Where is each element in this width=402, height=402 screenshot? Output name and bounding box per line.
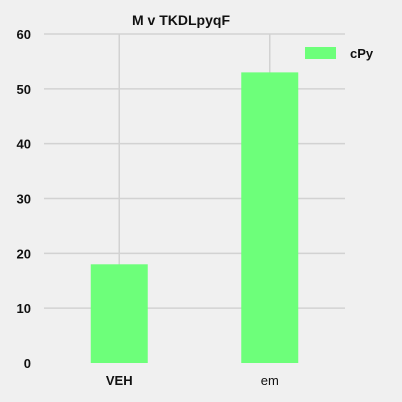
bar-VEH	[90, 264, 148, 363]
x-axis-ticks: VEH em	[106, 373, 279, 388]
y-tick-label: 20	[17, 246, 31, 261]
x-tick-label: VEH	[106, 373, 133, 388]
legend: cPy	[305, 46, 374, 61]
legend-swatch-cpy	[305, 47, 336, 59]
gridlines	[44, 33, 345, 363]
x-tick-label: em	[261, 373, 279, 388]
bars	[90, 72, 299, 363]
y-tick-label: 10	[17, 301, 31, 316]
y-tick-label: 30	[17, 192, 31, 207]
y-tick-label: 40	[17, 137, 31, 152]
legend-label-cpy: cPy	[350, 46, 374, 61]
bar-em	[241, 72, 299, 363]
y-axis-ticks: 0 10 20 30 40 50 60	[17, 27, 31, 371]
y-tick-label: 60	[17, 27, 31, 42]
y-tick-label: 0	[24, 356, 31, 371]
y-tick-label: 50	[17, 82, 31, 97]
chart-title: M v TKDLpyqF	[132, 12, 230, 28]
